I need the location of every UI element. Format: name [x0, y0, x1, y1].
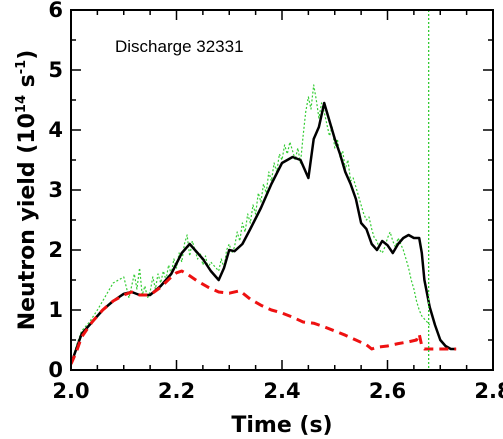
y-tick-label: 2: [48, 238, 63, 262]
series-layer: [71, 84, 457, 365]
x-axis-title: Time (s): [231, 413, 332, 438]
y-tick-label: 5: [48, 58, 63, 82]
x-tick-label: 2.4: [263, 379, 300, 403]
y-axis-title: Neutron yield (1014 s-1): [14, 50, 40, 331]
plot-frame: [70, 9, 494, 371]
x-tick-label: 2.6: [369, 379, 406, 403]
series-line-1: [71, 84, 431, 365]
y-tick-label: 1: [48, 298, 63, 322]
discharge-annotation: Discharge 32331: [115, 37, 244, 56]
x-tick-label: 2.8: [474, 379, 503, 403]
y-axis-title-mid: s: [15, 74, 40, 95]
ticks-layer: [70, 9, 494, 371]
series-line-2: [71, 101, 457, 365]
x-tick-label: 2.0: [52, 379, 89, 403]
y-tick-label: 6: [48, 0, 63, 22]
y-axis-title-exp1: 14: [14, 95, 29, 113]
y-axis-title-exp2: -1: [14, 60, 29, 74]
x-tick-label: 2.2: [158, 379, 195, 403]
tick-labels-layer: 2.0 2.2 2.4 2.6 2.8 0 1 2 3 4 5 6: [48, 0, 503, 403]
y-tick-label: 0: [48, 358, 63, 382]
y-axis-title-end: ): [15, 50, 40, 60]
series-line-3: [71, 269, 457, 365]
y-axis-title-base: Neutron yield (10: [15, 113, 40, 330]
y-tick-label: 3: [48, 178, 63, 202]
y-tick-label: 4: [48, 118, 63, 142]
